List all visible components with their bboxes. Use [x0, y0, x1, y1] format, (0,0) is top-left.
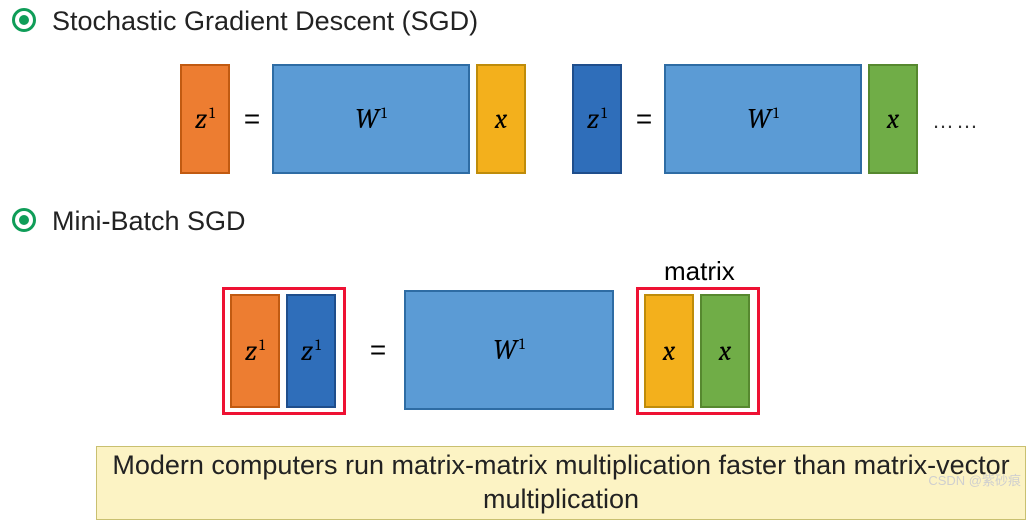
- equals-2: =: [628, 64, 660, 174]
- mat-W1-blue: W1: [272, 64, 470, 174]
- heading-mini: Mini-Batch SGD: [52, 206, 246, 237]
- vec-x-yellow: x: [476, 64, 526, 174]
- label-z1-2a: z1: [245, 335, 265, 367]
- vec-x-green-2: x: [700, 294, 750, 408]
- label-x-2b: x: [719, 335, 732, 367]
- equals-3: =: [360, 290, 396, 410]
- label-matrix: matrix: [664, 256, 735, 287]
- label-W1-2: W1: [493, 334, 525, 366]
- vec-z1-bluedark-2: z1: [286, 294, 336, 408]
- label-z1-2b: z1: [301, 335, 321, 367]
- heading-sgd: Stochastic Gradient Descent (SGD): [52, 6, 478, 37]
- label-x-2a: x: [663, 335, 676, 367]
- label-W1: W1: [355, 103, 387, 135]
- mat-W1-blue-2: W1: [404, 290, 614, 410]
- vec-z1-orange: z1: [180, 64, 230, 174]
- label-z1: z1: [195, 103, 215, 135]
- label-x-b: x: [887, 103, 900, 135]
- label-z1-b: z1: [587, 103, 607, 135]
- footer-banner: Modern computers run matrix-matrix multi…: [96, 446, 1026, 520]
- vec-z1-orange-2: z1: [230, 294, 280, 408]
- label-W1-b: W1: [747, 103, 779, 135]
- bullet-icon-2: [12, 208, 36, 232]
- vec-z1-bluedark: z1: [572, 64, 622, 174]
- vec-x-green: x: [868, 64, 918, 174]
- watermark: CSDN @紫砂痕: [928, 470, 1021, 489]
- equals-1: =: [236, 64, 268, 174]
- bullet-icon: [12, 8, 36, 32]
- vec-x-yellow-2: x: [644, 294, 694, 408]
- mat-W1-blue-b: W1: [664, 64, 862, 174]
- ellipsis: ……: [932, 108, 980, 134]
- label-x: x: [495, 103, 508, 135]
